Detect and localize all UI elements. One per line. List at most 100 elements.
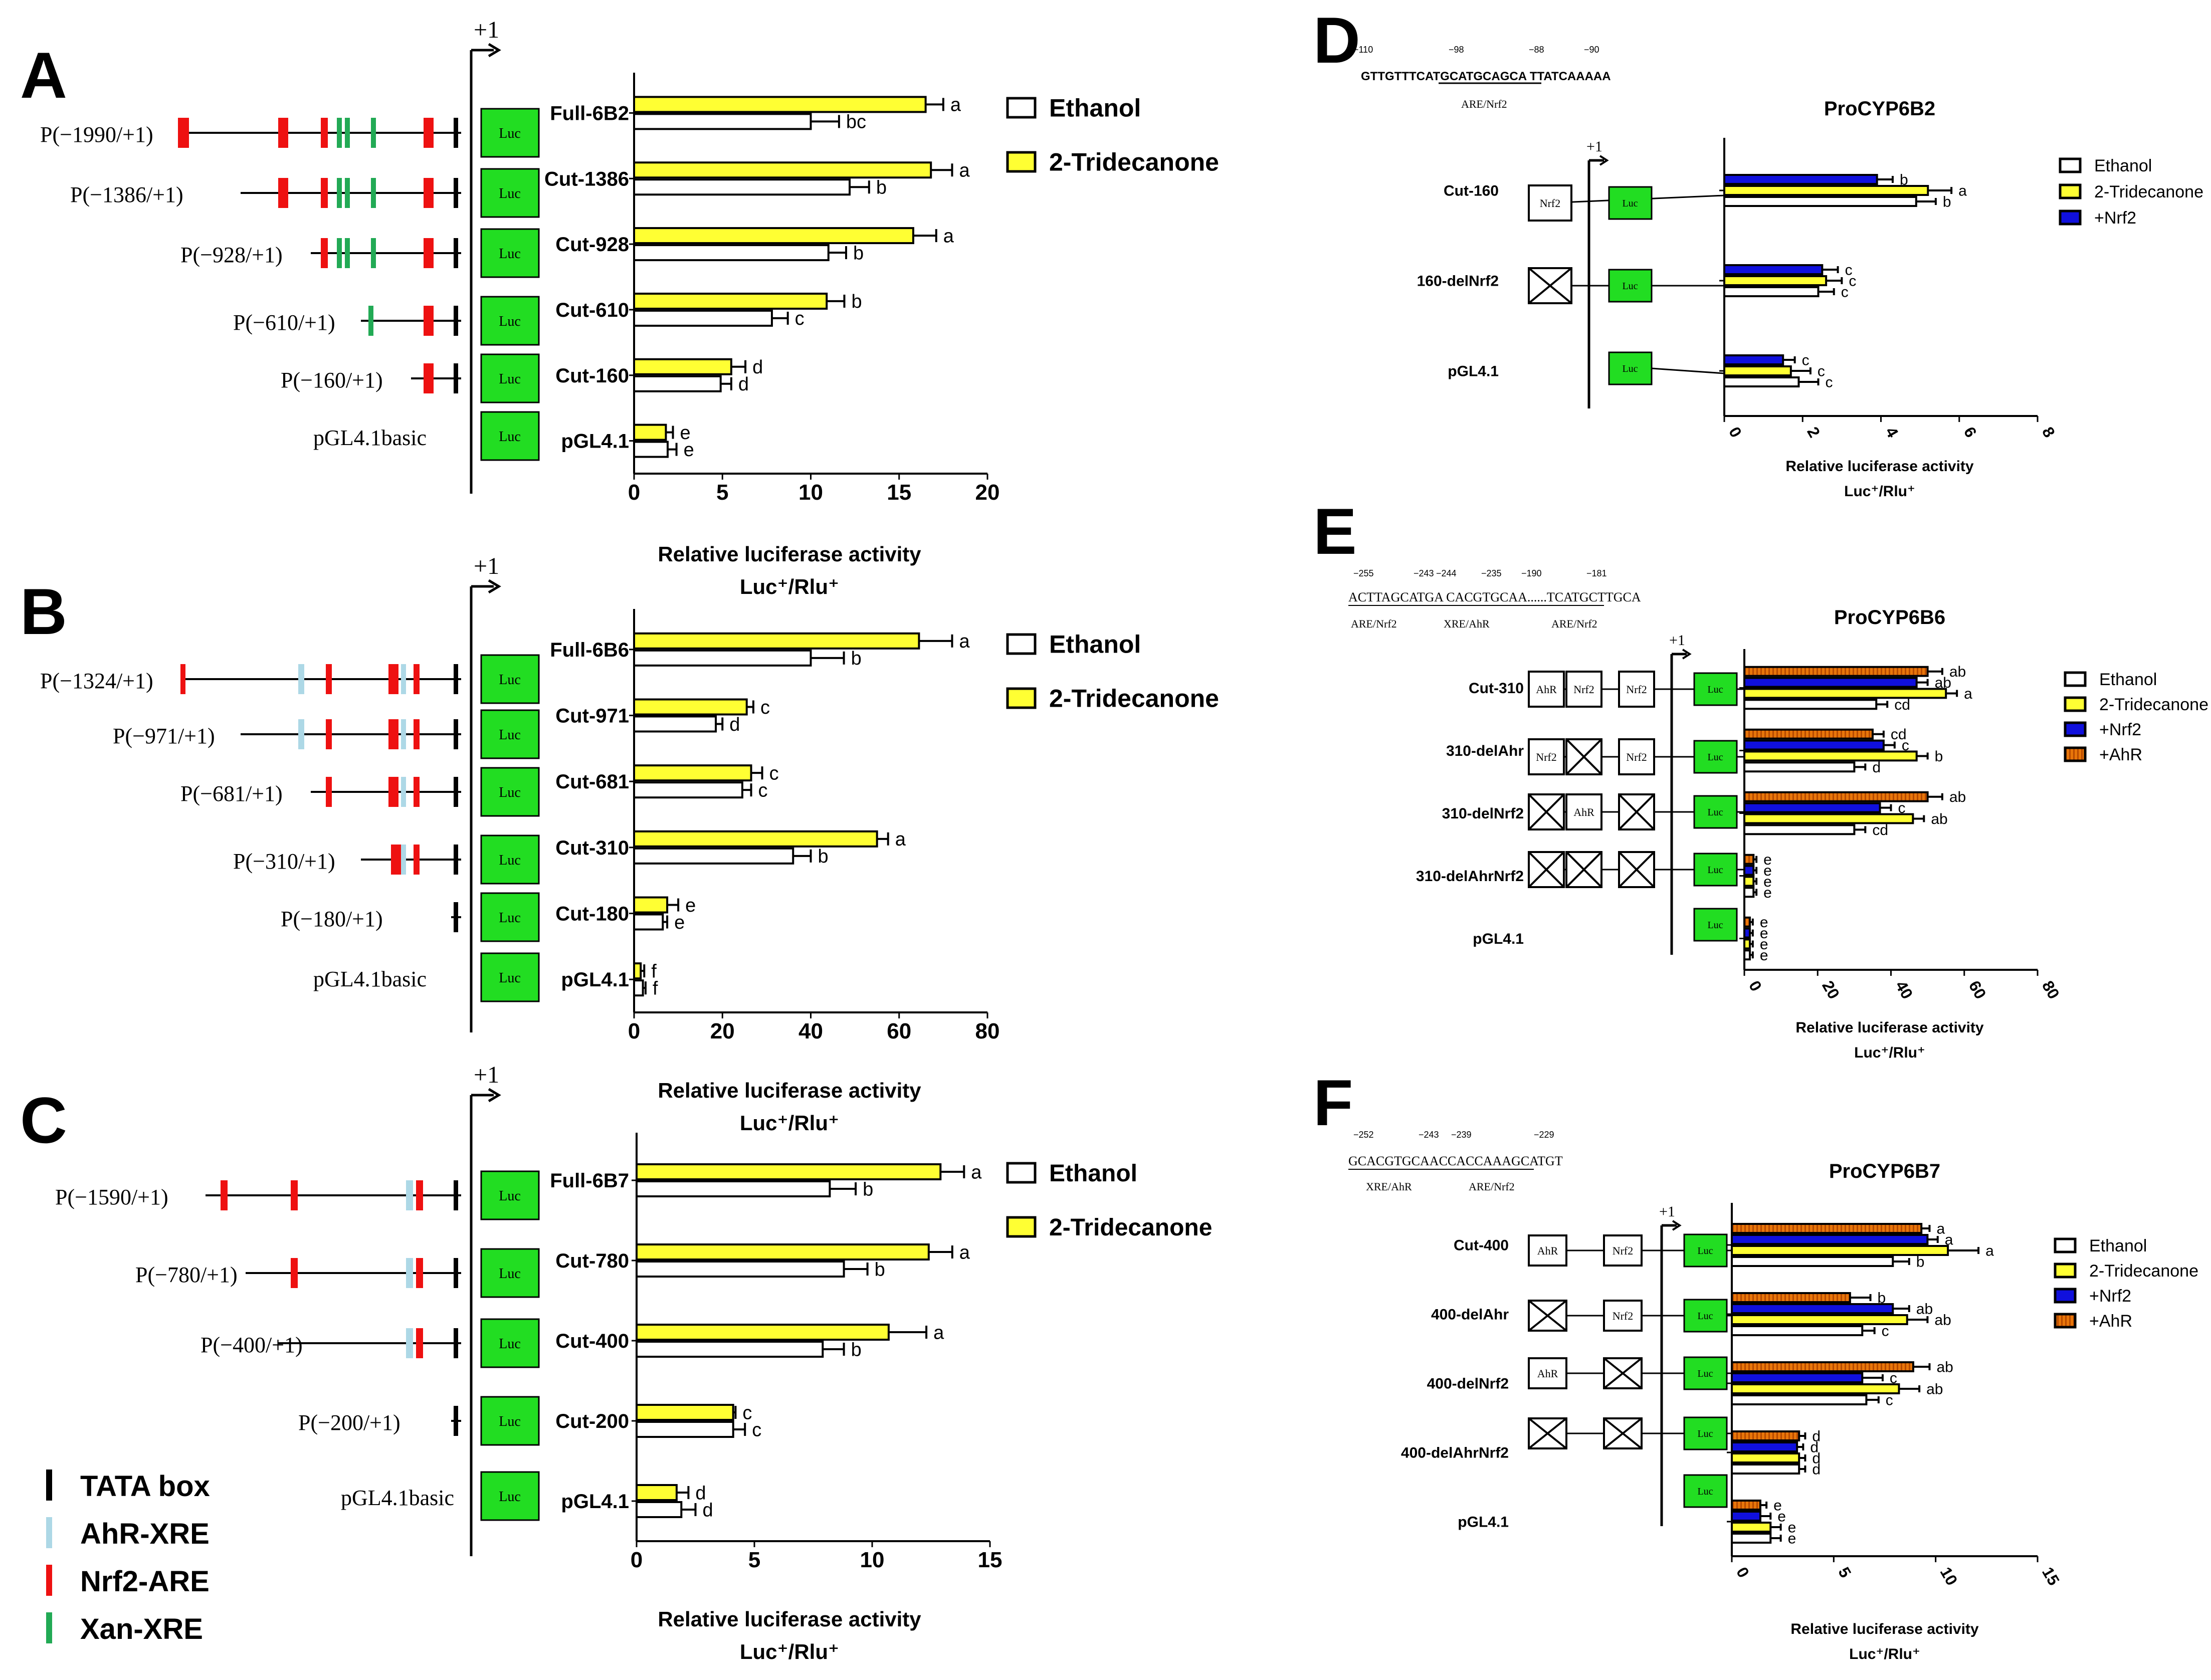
sequence-d: −110 −98 −88 −90 GTTGTTTCATGCATGCAGCA TT… bbox=[1353, 45, 1611, 110]
element-mark bbox=[371, 118, 376, 148]
element-mark bbox=[321, 118, 328, 148]
site-box bbox=[1618, 738, 1655, 775]
tss-arrowhead bbox=[1682, 649, 1692, 660]
x-axis-subtitle: Luc⁺/Rlu⁺ bbox=[740, 1640, 839, 1663]
luc-label: Luc bbox=[1622, 198, 1638, 209]
element-mark bbox=[416, 1180, 423, 1210]
legend-swatch bbox=[1006, 1162, 1037, 1184]
legend-ahr-xre: AhR-XRE bbox=[80, 1518, 210, 1550]
category-label: pGL4.1 bbox=[561, 1491, 629, 1513]
chart-title: ProCYP6B7 bbox=[1829, 1160, 1940, 1182]
x-tick-label: 60 bbox=[887, 1019, 911, 1043]
deletion-cross bbox=[1528, 1300, 1567, 1332]
element-mark bbox=[454, 719, 458, 749]
significance-letter: b bbox=[876, 177, 887, 198]
element-mark bbox=[454, 363, 458, 393]
element-mark bbox=[416, 1328, 423, 1358]
legend-swatch bbox=[1006, 97, 1037, 119]
legend-label: +AhR bbox=[2099, 745, 2142, 764]
bar bbox=[636, 1324, 890, 1341]
bar bbox=[633, 441, 669, 458]
seq-label: XRE/AhR bbox=[1444, 617, 1490, 630]
luc-box bbox=[1693, 795, 1738, 829]
element-mark bbox=[454, 1406, 458, 1436]
luc-box bbox=[480, 1248, 540, 1298]
significance-letter: ab bbox=[1931, 811, 1947, 827]
x-axis-subtitle: Luc⁺/Rlu⁺ bbox=[740, 1111, 839, 1135]
element-mark bbox=[454, 845, 458, 875]
promoter-schematic-a: +1 P(−1990/+1) Luc P(−1386/+1) Luc P(−928/+1)… bbox=[40, 17, 540, 494]
element-mark bbox=[424, 178, 434, 208]
seq-pos: −229 bbox=[1534, 1130, 1554, 1140]
site-label: Nrf2 bbox=[1573, 683, 1594, 696]
bar bbox=[633, 161, 932, 179]
seq-label: ARE/Nrf2 bbox=[1351, 617, 1397, 630]
significance-letter: d bbox=[1812, 1428, 1821, 1445]
site-label: Nrf2 bbox=[1613, 1310, 1634, 1322]
luc-box bbox=[1608, 269, 1653, 303]
legend-xan-xre: Xan-XRE bbox=[80, 1613, 203, 1645]
site-label: AhR bbox=[1536, 683, 1557, 696]
element-mark bbox=[424, 238, 434, 268]
x-axis-subtitle: Luc⁺/Rlu⁺ bbox=[1844, 483, 1915, 500]
xan-xre-swatch bbox=[46, 1612, 52, 1643]
significance-letter: c bbox=[1841, 284, 1849, 301]
bar bbox=[1743, 699, 1878, 710]
bar bbox=[1731, 1441, 1798, 1452]
sequence-f: −252 −243 −239 −229 GCACGTGCAACCACCAAAGC… bbox=[1348, 1130, 1563, 1193]
significance-letter: c bbox=[758, 780, 768, 801]
bar bbox=[1743, 802, 1881, 813]
significance-letter: e bbox=[1777, 1509, 1786, 1525]
significance-letter: b bbox=[853, 243, 864, 264]
seq-pos: −235 bbox=[1481, 568, 1502, 578]
seq-label: ARE/Nrf2 bbox=[1461, 98, 1507, 110]
significance-letter: e bbox=[1773, 1498, 1782, 1514]
x-tick-label: 80 bbox=[975, 1019, 1000, 1043]
significance-letter: a bbox=[950, 95, 961, 116]
bar bbox=[1731, 1256, 1894, 1267]
bar bbox=[636, 1341, 824, 1358]
element-mark bbox=[406, 1328, 413, 1358]
category-label: 310-delAhr bbox=[1446, 743, 1524, 759]
element-mark bbox=[371, 238, 376, 268]
category-label: Cut-160 bbox=[1444, 183, 1499, 199]
panel-letter-b: B bbox=[20, 575, 67, 648]
category-label: Cut-400 bbox=[1454, 1237, 1509, 1254]
deletion-cross bbox=[1565, 851, 1602, 888]
bar bbox=[1743, 750, 1918, 762]
x-axis-title: Relative luciferase activity bbox=[658, 1607, 921, 1631]
bar bbox=[1743, 916, 1751, 928]
category-label: Full-6B7 bbox=[550, 1170, 629, 1192]
significance-letter: e bbox=[1760, 947, 1768, 964]
x-tick-label: 0 bbox=[628, 480, 640, 505]
bar bbox=[633, 979, 644, 997]
element-mark bbox=[321, 178, 328, 208]
luc-label: Luc bbox=[499, 186, 521, 201]
construct-label: P(−1386/+1) bbox=[70, 182, 183, 207]
x-axis-title: Relative luciferase activity bbox=[1795, 1019, 1984, 1036]
significance-letter: cd bbox=[1891, 726, 1907, 743]
significance-letter: e bbox=[680, 423, 691, 444]
significance-letter: e bbox=[1763, 852, 1772, 868]
x-tick-label: 40 bbox=[798, 1019, 823, 1043]
category-label: Cut-200 bbox=[555, 1410, 629, 1432]
bar bbox=[1731, 1452, 1800, 1463]
legend-label: +Nrf2 bbox=[2099, 720, 2141, 739]
luc-label: Luc bbox=[499, 910, 521, 926]
bar bbox=[1743, 949, 1751, 961]
luc-box bbox=[1693, 740, 1738, 774]
element-mark bbox=[326, 664, 332, 694]
significance-letter: a bbox=[1964, 686, 1972, 702]
bar bbox=[1723, 196, 1917, 207]
seq-pos: −90 bbox=[1584, 45, 1599, 55]
legend-swatch bbox=[2054, 1288, 2077, 1304]
x-tick-label: 0 bbox=[1745, 978, 1765, 994]
category-label: Cut-681 bbox=[555, 771, 629, 793]
luc-label: Luc bbox=[1622, 363, 1638, 374]
x-tick-label: 6 bbox=[1960, 424, 1980, 441]
bar bbox=[636, 1163, 942, 1180]
bar bbox=[1743, 666, 1929, 677]
legend-label: +Nrf2 bbox=[2089, 1287, 2131, 1306]
bar bbox=[633, 292, 828, 310]
